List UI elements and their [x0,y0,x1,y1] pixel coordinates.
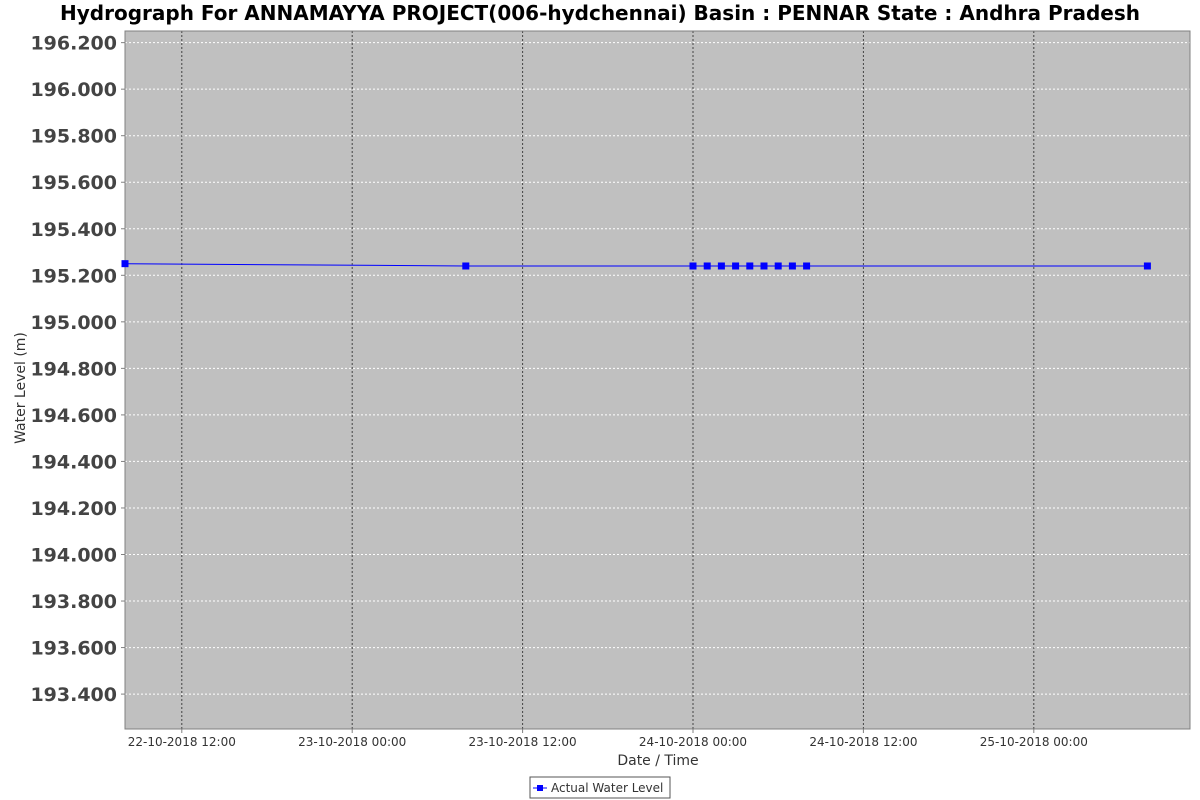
data-point-marker [732,262,740,270]
chart-title: Hydrograph For ANNAMAYYA PROJECT(006-hyd… [60,1,1140,25]
data-point-marker [462,262,470,270]
y-tick-label: 195.200 [30,265,117,287]
data-point-marker [121,260,129,268]
y-tick-label: 196.200 [30,33,117,55]
y-tick-label: 194.200 [30,498,117,520]
plot-area [125,31,1190,729]
y-tick-label: 195.000 [30,312,117,334]
data-point-marker [1143,262,1151,270]
x-tick-label: 24-10-2018 00:00 [639,735,747,749]
x-tick-label: 23-10-2018 00:00 [298,735,406,749]
legend-square-marker-icon [537,785,543,791]
y-tick-label: 195.800 [30,126,117,148]
x-tick-label: 24-10-2018 12:00 [809,735,917,749]
x-tick-label: 25-10-2018 00:00 [980,735,1088,749]
y-tick-label: 193.600 [30,638,117,660]
data-point-marker [689,262,697,270]
y-axis: 196.200 196.000 195.800 195.600 195.400 195.2… [30,33,125,706]
y-tick-label: 194.800 [30,358,117,380]
series-actual-water-level [121,260,1151,270]
x-axis: 22-10-2018 12:00 23-10-2018 00:00 23-10-20… [128,729,1088,749]
legend-box [529,776,671,799]
y-tick-label: 195.600 [30,172,117,194]
data-point-marker [760,262,768,270]
y-tick-label: 195.400 [30,219,117,241]
x-tick-label: 23-10-2018 12:00 [469,735,577,749]
y-axis-label: Water Level (m) [13,332,29,444]
x-tick-label: 22-10-2018 12:00 [128,735,236,749]
vertical-gridlines [181,31,1035,729]
data-point-marker [788,262,796,270]
legend: Actual Water Level [529,776,671,799]
y-tick-label: 194.400 [30,451,117,473]
y-tick-label: 196.000 [30,79,117,101]
data-point-marker [746,262,754,270]
data-point-marker [774,262,782,270]
data-point-marker [717,262,725,270]
plot-border [124,30,1191,730]
y-tick-label: 194.000 [30,545,117,567]
horizontal-gridlines [125,42,1190,695]
legend-label: Actual Water Level [551,781,663,795]
data-point-marker [703,262,711,270]
y-tick-label: 193.800 [30,591,117,613]
y-tick-label: 193.400 [30,684,117,706]
data-point-marker [803,262,811,270]
y-tick-label: 194.600 [30,405,117,427]
x-axis-label: Date / Time [617,753,698,769]
